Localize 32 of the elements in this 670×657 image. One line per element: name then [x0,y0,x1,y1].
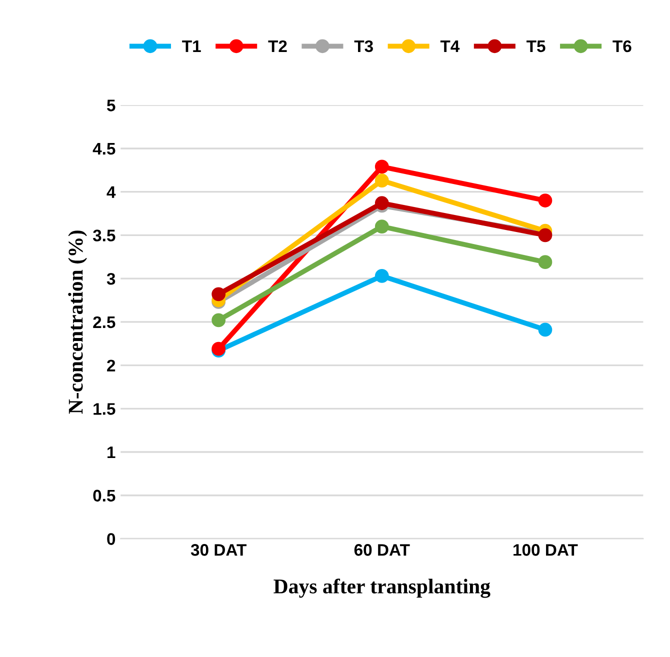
y-tick-label: 3 [106,272,116,285]
legend-label: T6 [612,40,632,52]
point [374,220,389,234]
point [538,194,552,208]
legend-label: T2 [268,40,287,52]
x-tick-label: 100 DAT [514,544,578,556]
point [538,255,552,270]
y-tick-label: 3.5 [92,230,116,242]
point [374,160,389,174]
legend-label: T4 [440,40,460,52]
y-tick-label: 2.5 [93,316,116,328]
y-tick-label: 4.5 [92,143,116,155]
y-tick-label: 1 [108,446,116,458]
x-tick-label: 30 DAT [190,544,247,556]
y-tick-label: 0 [107,533,116,545]
point [374,174,389,188]
x-axis-title: Days after transplanting [274,578,490,598]
legend-label: T1 [182,40,201,52]
point [212,313,226,328]
point [374,196,389,210]
y-tick-label: 0.5 [93,490,116,502]
y-axis-title: N-concentration (%) [68,230,88,414]
y-tick-label: 5 [106,100,116,112]
legend-label: T3 [354,40,373,52]
point [212,287,226,302]
y-tick-label: 4 [106,186,116,198]
y-tick-label: 2 [107,360,116,372]
y-tick-label: 1.5 [94,403,116,415]
x-tick-label: 60 DAT [354,544,410,556]
point [374,269,389,283]
legend-label: T5 [526,40,546,52]
point [538,322,552,337]
